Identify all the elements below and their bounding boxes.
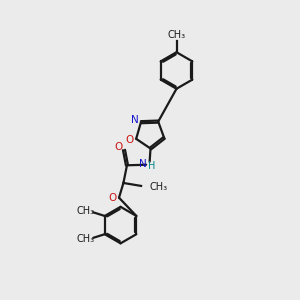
Text: N: N <box>139 159 146 169</box>
Text: CH₃: CH₃ <box>149 182 167 192</box>
Text: O: O <box>126 135 134 145</box>
Text: O: O <box>115 142 123 152</box>
Text: H: H <box>148 161 155 171</box>
Text: CH₃: CH₃ <box>76 206 94 216</box>
Text: CH₃: CH₃ <box>76 234 94 244</box>
Text: N: N <box>130 115 138 125</box>
Text: O: O <box>108 193 117 203</box>
Text: CH₃: CH₃ <box>167 30 186 40</box>
